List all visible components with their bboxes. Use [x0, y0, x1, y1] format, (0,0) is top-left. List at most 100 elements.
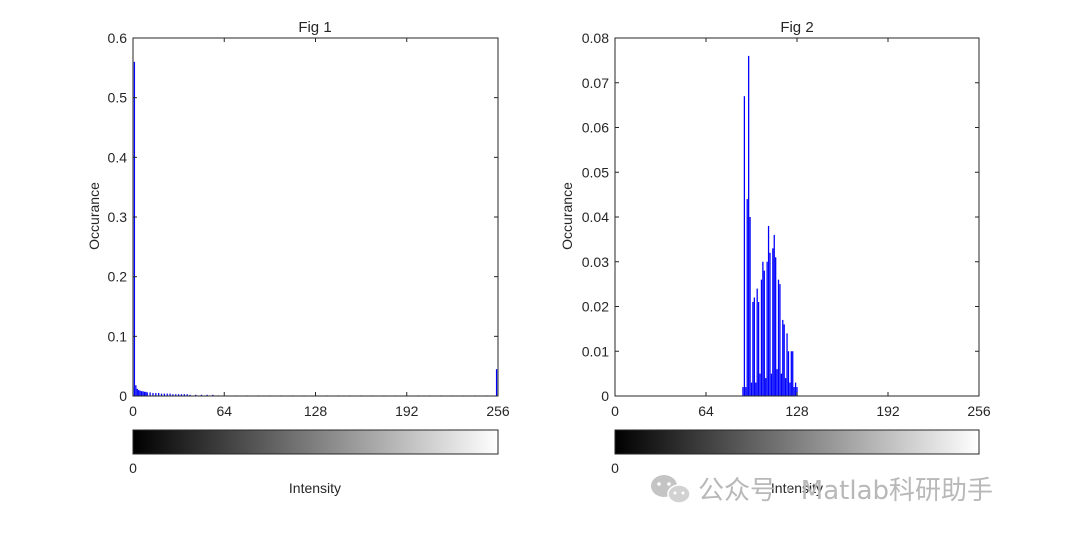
bar [789, 382, 791, 396]
colorbar [614, 429, 980, 455]
colorbar-tick-label: 0 [611, 460, 619, 476]
chart-fig-1: Fig 1 Occurance 0 64 128 192 256 00.10.20.30… [86, 19, 510, 496]
x-tick-label: 192 [876, 403, 900, 419]
watermark-text: 公众号 · Matlab科研助手 [698, 476, 993, 506]
bar [753, 297, 755, 396]
bar [160, 393, 163, 396]
bar [135, 385, 137, 396]
bar [136, 388, 138, 396]
y-axis-label: Occurance [559, 182, 575, 250]
bar [186, 394, 188, 396]
bar [742, 387, 744, 396]
bar [172, 394, 174, 396]
bar [155, 393, 157, 396]
chart-title: Fig 2 [780, 19, 813, 36]
bar [770, 373, 773, 397]
bar [189, 394, 191, 396]
x-tick-label: 128 [785, 403, 809, 419]
bar [183, 394, 185, 396]
y-tick-label: 0.03 [582, 254, 609, 270]
x-tick-label: 64 [698, 403, 714, 419]
bar [767, 225, 770, 396]
bar [760, 279, 763, 396]
y-axis-label: Occurance [86, 182, 102, 250]
bar [146, 392, 148, 396]
bar [766, 261, 768, 396]
bar [169, 393, 171, 396]
x-tick-label: 64 [216, 403, 232, 419]
y-tick-label: 0.1 [108, 328, 128, 344]
bar [787, 351, 790, 396]
bar [206, 394, 208, 396]
bar [175, 394, 177, 396]
bar [794, 382, 797, 396]
y-tick-label: 0.01 [582, 343, 609, 359]
bar [762, 261, 764, 396]
bar [752, 302, 754, 396]
y-axis-ticks: 0 0.1 0.2 0.3 0.4 0.5 0.6 [108, 30, 498, 404]
bar [166, 393, 168, 396]
colorbar-label: Intensity [771, 480, 823, 496]
bar [750, 382, 753, 396]
wechat-icon [651, 475, 691, 504]
bar [180, 394, 183, 396]
watermark: 公众号 · Matlab科研助手 [651, 475, 993, 506]
y-tick-label: 0.07 [582, 75, 609, 91]
bar [212, 394, 214, 396]
bar [777, 279, 780, 396]
x-tick-label: 0 [611, 403, 619, 419]
plot-area-frame [132, 37, 499, 397]
plot-area-frame [614, 37, 980, 397]
bar [138, 390, 140, 396]
y-axis-ticks: 0 0.01 0.02 0.03 0.04 0.05 0.06 0.07 0.08 [582, 30, 979, 404]
bar [775, 257, 777, 396]
bar [749, 217, 751, 396]
bar [765, 378, 767, 396]
bar [743, 96, 746, 397]
y-tick-label: 0.06 [582, 120, 609, 136]
bar-series [133, 61, 498, 397]
bar [149, 392, 151, 396]
x-tick-label: 128 [304, 403, 328, 419]
bar [142, 391, 144, 396]
bar [746, 199, 748, 396]
bar [776, 369, 778, 396]
bar [200, 394, 203, 396]
bar [757, 302, 760, 396]
bar [755, 382, 757, 396]
y-tick-label: 0.5 [108, 90, 128, 106]
y-tick-label: 0 [119, 388, 127, 404]
bar [139, 390, 141, 396]
bar [756, 288, 758, 396]
bar [177, 394, 180, 396]
bar [195, 394, 197, 396]
bar [772, 248, 774, 396]
y-tick-label: 0.3 [108, 209, 128, 225]
y-tick-label: 0.4 [108, 149, 128, 165]
x-tick-label: 256 [486, 403, 510, 419]
bar [769, 252, 771, 396]
bar [779, 284, 781, 397]
bar [163, 393, 166, 396]
y-tick-label: 0.2 [108, 269, 128, 285]
bar [133, 61, 136, 397]
x-axis-ticks: 0 64 128 192 256 [129, 38, 510, 419]
bar [745, 387, 747, 396]
bar [786, 333, 788, 396]
bar [140, 391, 143, 396]
bar [763, 270, 765, 396]
bar [796, 387, 798, 396]
colorbar-tick-label: 0 [129, 460, 137, 476]
bar [793, 387, 795, 396]
y-tick-label: 0.05 [582, 164, 609, 180]
x-axis-ticks: 0 64 128 192 256 [611, 38, 991, 419]
x-tick-label: 0 [129, 403, 137, 419]
bar [790, 351, 792, 396]
bar-series [615, 55, 979, 397]
y-tick-label: 0.6 [108, 30, 128, 46]
bar [783, 324, 785, 396]
bar [152, 393, 154, 396]
bar [748, 55, 750, 397]
bar [773, 234, 775, 396]
chart-title: Fig 1 [298, 19, 331, 36]
